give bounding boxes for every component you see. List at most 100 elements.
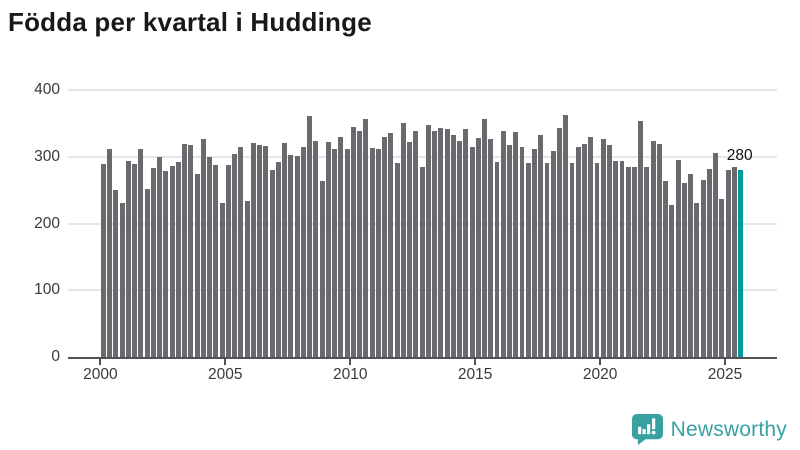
bar-quarter xyxy=(200,139,206,357)
bar-quarter xyxy=(500,131,506,357)
bar-quarter xyxy=(594,163,600,357)
bar-quarter xyxy=(232,154,238,357)
bar-quarter xyxy=(138,148,144,357)
bar-quarter xyxy=(432,130,438,357)
bar-quarter xyxy=(413,130,419,357)
x-axis-tick-label: 2000 xyxy=(83,366,118,383)
bar-quarter xyxy=(688,174,694,357)
bar-quarter xyxy=(563,114,569,357)
bar-quarter xyxy=(182,144,188,357)
chart-title: Födda per kvartal i Huddinge xyxy=(8,7,372,37)
bar-quarter xyxy=(638,120,644,357)
x-axis-tick-label: 2015 xyxy=(457,366,493,383)
bar-quarter xyxy=(207,156,213,357)
bar-quarter xyxy=(157,157,163,357)
bar-quarter xyxy=(175,162,181,357)
newsworthy-bubble-chart-icon xyxy=(631,414,663,445)
bar-quarter xyxy=(519,146,525,357)
bar-quarter xyxy=(338,137,344,357)
bar-quarter xyxy=(238,147,244,357)
bar-quarter xyxy=(457,140,463,357)
x-axis-tick-label: 2005 xyxy=(208,366,243,383)
bar-quarter xyxy=(625,166,631,357)
bar-quarter xyxy=(419,167,425,357)
bar-quarter xyxy=(588,136,594,357)
bar-quarter xyxy=(263,146,269,357)
bar-quarter xyxy=(250,142,256,357)
bar-quarter xyxy=(575,147,581,357)
bar-quarter xyxy=(375,148,381,357)
bar-quarter xyxy=(694,203,700,357)
bar-quarter xyxy=(113,190,119,357)
bar-quarter xyxy=(369,148,375,357)
bar-quarter xyxy=(713,153,719,357)
bar-quarter xyxy=(438,128,444,357)
bar-quarter xyxy=(213,164,219,357)
bar-quarter xyxy=(675,160,681,357)
x-axis-tick xyxy=(224,358,227,366)
bar-quarter xyxy=(225,164,231,357)
bar-quarter xyxy=(307,116,313,357)
bar-quarter xyxy=(294,156,300,357)
bar-quarter xyxy=(719,199,725,357)
y-axis-tick-label: 100 xyxy=(34,281,60,299)
bar-quarter xyxy=(463,129,469,357)
bar-quarter xyxy=(538,134,544,357)
bar-quarter xyxy=(150,168,156,357)
bar-quarter xyxy=(357,131,363,357)
y-axis-tick-label: 0 xyxy=(51,348,60,365)
bar-quarter xyxy=(700,180,706,357)
bar-quarter xyxy=(425,124,431,357)
bar-quarter xyxy=(244,201,250,357)
bar-quarter xyxy=(288,155,294,357)
bar-quarter xyxy=(557,128,562,357)
bar-quarter xyxy=(650,141,656,357)
bar-quarter xyxy=(582,144,587,357)
bar-quarter xyxy=(407,142,413,357)
bar-quarter xyxy=(663,180,669,357)
bar-quarter xyxy=(332,149,338,357)
x-axis-tick-label: 2020 xyxy=(582,366,618,383)
bar-quarter xyxy=(544,162,550,357)
y-axis-tick-label: 200 xyxy=(34,214,60,232)
bar-quarter xyxy=(644,167,650,357)
bar-quarter xyxy=(344,149,350,357)
bar-quarter xyxy=(394,163,400,357)
y-axis-tick-label: 300 xyxy=(34,147,60,165)
bar-quarter xyxy=(300,147,306,357)
bar-quarter xyxy=(319,180,325,357)
x-axis-tick xyxy=(474,358,476,366)
last-bar-value-label: 280 xyxy=(726,147,753,165)
bar-quarter xyxy=(194,174,200,357)
bar-quarter xyxy=(525,162,531,357)
newsworthy-logo: Newsworthy xyxy=(631,414,787,445)
bar-quarter xyxy=(569,163,575,357)
x-axis-line xyxy=(68,356,777,359)
bar-quarter xyxy=(469,147,475,357)
bar-quarter xyxy=(282,143,288,357)
bar-quarter xyxy=(681,183,687,357)
x-axis-tick xyxy=(599,358,601,366)
bar-quarter xyxy=(513,132,519,357)
bar-quarter xyxy=(382,137,388,357)
bar-quarter xyxy=(325,142,331,357)
x-axis-tick xyxy=(99,358,102,366)
bar-quarter xyxy=(363,118,369,357)
x-axis-tick xyxy=(724,358,726,366)
bar-quarter xyxy=(275,162,281,357)
bar-quarter xyxy=(706,169,712,357)
bar-quarter xyxy=(613,160,619,357)
bar-quarter xyxy=(600,139,606,357)
bar-quarter xyxy=(125,161,131,357)
bar-quarter xyxy=(257,145,263,357)
bar-quarter xyxy=(482,118,487,357)
bar-quarter xyxy=(550,150,556,357)
bar-quarter xyxy=(725,170,731,357)
bar-quarter xyxy=(444,128,450,357)
y-axis-tick-label: 400 xyxy=(34,81,60,98)
bar-quarter xyxy=(119,203,125,357)
bar-quarter xyxy=(400,122,406,357)
bar-quarter xyxy=(313,141,319,357)
bar-quarter xyxy=(494,162,500,357)
